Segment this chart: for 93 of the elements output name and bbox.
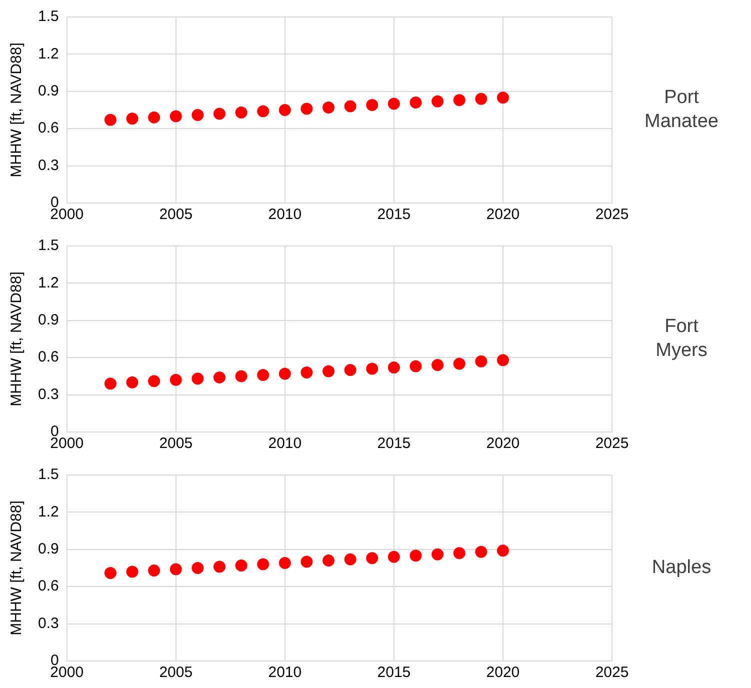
point <box>148 111 160 124</box>
x-tick-label: 2025 <box>595 435 629 452</box>
point <box>496 92 509 104</box>
point <box>170 374 182 386</box>
point <box>322 102 335 114</box>
x-tick-label: 2010 <box>268 435 302 452</box>
x-tick-label: 2015 <box>377 664 411 682</box>
text: Port Manatee <box>644 87 718 132</box>
point <box>192 108 204 121</box>
point <box>104 114 116 126</box>
point <box>192 562 204 574</box>
point <box>322 365 335 378</box>
point <box>388 550 400 563</box>
x-tick-label: 2005 <box>159 664 193 682</box>
point <box>410 550 422 562</box>
point <box>475 355 488 368</box>
point <box>496 354 509 366</box>
y-tick-label: 1.2 <box>38 274 59 292</box>
x-tick-label: 2010 <box>268 664 302 682</box>
x-tick-label: 2005 <box>159 206 193 224</box>
point <box>213 371 226 384</box>
text: Naples <box>652 557 712 578</box>
x-tick-label: 2015 <box>377 435 411 452</box>
point <box>388 362 400 374</box>
x-tick-label: 2020 <box>486 664 520 682</box>
y-axis-title: MHHW [ft, NAVD88] <box>8 500 26 636</box>
point <box>410 96 422 109</box>
point <box>453 358 466 370</box>
y-tick-label: 1.2 <box>38 45 59 62</box>
y-tick-label: 0.3 <box>38 386 59 403</box>
point <box>453 547 466 560</box>
x-tick-label: 2015 <box>377 206 411 224</box>
point <box>300 102 313 115</box>
point <box>475 546 488 558</box>
point <box>366 99 378 112</box>
point <box>300 556 313 568</box>
point <box>366 362 378 375</box>
y-tick-label: 1.2 <box>38 503 59 520</box>
x-tick-label: 2005 <box>159 435 193 452</box>
y-axis-title: MHHW [ft, NAVD88] <box>8 272 26 406</box>
point <box>213 560 226 573</box>
point <box>453 94 466 106</box>
point <box>410 360 422 372</box>
point <box>235 370 248 382</box>
x-tick-label: 2025 <box>595 206 629 224</box>
point <box>257 558 270 570</box>
point <box>126 566 138 578</box>
point <box>235 106 248 118</box>
point <box>213 108 226 120</box>
x-tick-label: 2020 <box>486 435 520 452</box>
point <box>257 368 270 381</box>
y-tick-label: 0.6 <box>38 120 59 137</box>
text: Fort Myers <box>656 316 708 362</box>
point <box>300 366 313 378</box>
y-tick-label: 0.6 <box>38 348 59 366</box>
point <box>104 378 116 390</box>
point <box>126 112 138 125</box>
y-tick-label: 0.6 <box>38 578 59 595</box>
y-tick-label: 0.9 <box>38 82 59 100</box>
point <box>344 553 356 566</box>
point <box>126 376 138 388</box>
y-tick-label: 1.5 <box>38 466 59 484</box>
point <box>192 372 204 385</box>
point <box>432 359 444 372</box>
point <box>432 548 444 560</box>
y-tick-label: 0.3 <box>38 156 59 174</box>
point <box>170 110 182 122</box>
point <box>366 552 378 564</box>
y-tick-label: 1.5 <box>38 237 59 254</box>
point <box>344 364 356 376</box>
point <box>278 104 291 116</box>
point <box>235 560 248 572</box>
y-tick-label: 0.9 <box>38 312 59 329</box>
point <box>475 92 488 105</box>
y-tick-label: 0.3 <box>38 614 59 632</box>
y-axis-title: MHHW [ft, NAVD88] <box>8 42 26 178</box>
point <box>496 544 509 557</box>
point <box>322 554 335 567</box>
point <box>257 105 270 118</box>
x-tick-label: 2025 <box>595 664 629 682</box>
y-tick-label: 0.9 <box>38 540 59 558</box>
point <box>148 564 160 576</box>
point <box>432 95 444 108</box>
x-tick-label: 2010 <box>268 206 302 224</box>
point <box>170 563 182 576</box>
point <box>104 566 116 579</box>
point <box>344 100 356 112</box>
x-tick-label: 2020 <box>486 206 520 224</box>
y-tick-label: 1.5 <box>38 8 59 26</box>
point <box>278 368 291 380</box>
point <box>278 557 291 570</box>
point <box>388 98 400 110</box>
point <box>148 375 160 388</box>
